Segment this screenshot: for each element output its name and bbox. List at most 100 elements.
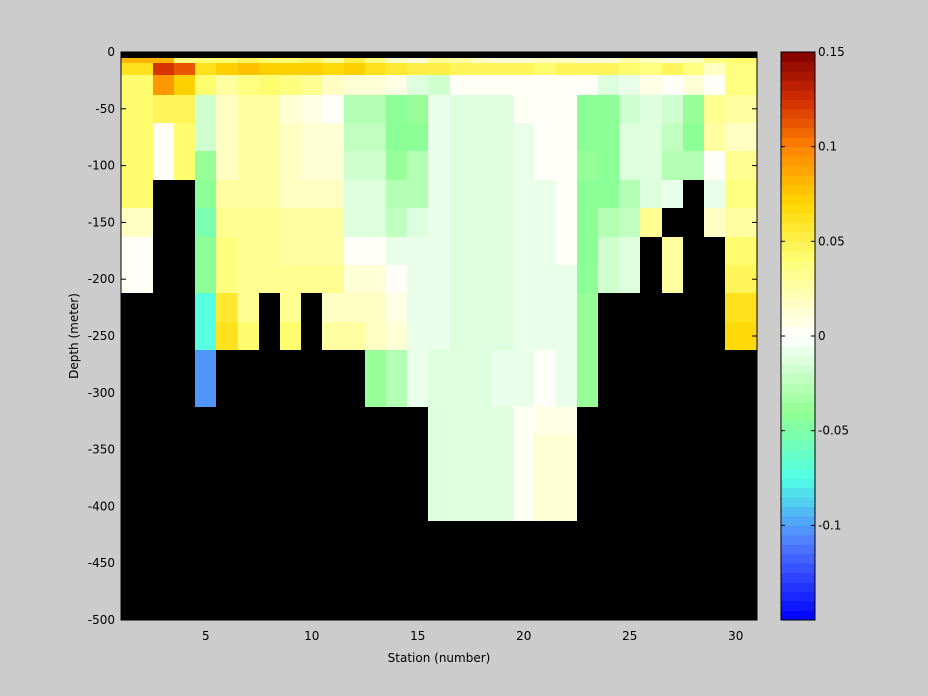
heatmap-cell	[301, 75, 322, 95]
heatmap-cell	[513, 151, 534, 180]
colorbar-segment	[781, 563, 815, 574]
heatmap-cell	[450, 435, 471, 464]
heatmap-cell	[280, 95, 301, 123]
heatmap-cell	[386, 293, 407, 322]
heatmap-cell	[534, 293, 556, 322]
colorbar-segment	[781, 165, 815, 176]
y-tick-label: 0	[107, 45, 115, 59]
colorbar-tick-label: 0	[818, 329, 826, 343]
y-tick-label: -50	[95, 102, 115, 116]
colorbar-segment	[781, 601, 815, 612]
heatmap-cell	[513, 208, 534, 237]
heatmap-cell	[513, 63, 534, 75]
colorbar-tick-label: 0.05	[818, 234, 845, 248]
heatmap-cell	[640, 63, 662, 75]
heatmap-cell	[450, 58, 471, 63]
colorbar-segment	[781, 544, 815, 555]
heatmap-cell	[534, 435, 556, 464]
heatmap-cell	[513, 95, 534, 123]
heatmap-cell	[259, 208, 280, 237]
colorbar-segment	[781, 506, 815, 517]
heatmap-cell	[344, 322, 365, 350]
heatmap-cell	[344, 58, 365, 63]
heatmap-cell	[195, 180, 216, 208]
heatmap-cell	[428, 75, 450, 95]
heatmap-cell	[280, 265, 301, 293]
heatmap-cell	[471, 123, 492, 151]
heatmap-cell	[450, 322, 471, 350]
heatmap-cell	[386, 151, 407, 180]
colorbar-segment	[781, 250, 815, 261]
heatmap-cell	[492, 208, 513, 237]
heatmap-cell	[153, 58, 174, 63]
heatmap-cell	[322, 237, 344, 265]
heatmap-cell	[534, 379, 556, 407]
heatmap-cell	[725, 322, 757, 350]
heatmap-cell	[492, 293, 513, 322]
heatmap-cell	[322, 265, 344, 293]
heatmap-cell	[556, 208, 577, 237]
heatmap-cell	[513, 237, 534, 265]
heatmap-cell	[513, 293, 534, 322]
heatmap-cell	[556, 350, 577, 379]
heatmap-cell	[238, 75, 259, 95]
heatmap-cell	[662, 180, 683, 208]
heatmap-cell	[174, 151, 195, 180]
heatmap-cell	[492, 464, 513, 492]
y-axis: 0 -50 -100 -150 -200 -250 -300 -350 -400 -450 -500	[88, 45, 757, 627]
heatmap-cell	[344, 75, 365, 95]
heatmap-cell	[450, 75, 471, 95]
heatmap-cell	[428, 464, 450, 492]
colorbar-segment	[781, 99, 815, 110]
x-tick-label: 30	[728, 629, 743, 643]
heatmap-cell	[556, 180, 577, 208]
heatmap-cell	[534, 237, 556, 265]
heatmap-cell	[386, 95, 407, 123]
heatmap-cell	[513, 322, 534, 350]
heatmap-cell	[386, 75, 407, 95]
heatmap-cell	[365, 58, 386, 63]
heatmap-cell	[683, 95, 704, 123]
heatmap-cell	[725, 58, 757, 63]
colorbar-segment	[781, 373, 815, 384]
heatmap-cell	[301, 265, 322, 293]
colorbar-segment	[781, 108, 815, 119]
heatmap-cell	[407, 180, 428, 208]
y-tick-label: -400	[88, 499, 115, 513]
colorbar-segment	[781, 364, 815, 375]
heatmap-cell	[386, 58, 407, 63]
heatmap-cell	[704, 58, 725, 63]
heatmap-cell	[450, 151, 471, 180]
heatmap-cells	[121, 52, 757, 620]
x-axis: 5 10 15 20 25 30	[202, 52, 743, 643]
heatmap-cell	[534, 208, 556, 237]
heatmap-cell	[534, 151, 556, 180]
heatmap-cell	[492, 180, 513, 208]
heatmap-cell	[704, 208, 725, 237]
heatmap-cell	[725, 75, 757, 95]
colorbar-segment	[781, 279, 815, 290]
x-tick-label: 25	[622, 629, 637, 643]
heatmap-cell	[556, 95, 577, 123]
heatmap-cell	[365, 75, 386, 95]
heatmap-cell	[174, 63, 195, 75]
colorbar-segment	[781, 553, 815, 564]
colorbar-segment	[781, 487, 815, 498]
colorbar-segment	[781, 449, 815, 460]
heatmap-cell	[195, 75, 216, 95]
heatmap-cell	[640, 180, 662, 208]
heatmap-cell	[428, 63, 450, 75]
heatmap-cell	[598, 63, 619, 75]
heatmap-cell	[407, 95, 428, 123]
colorbar-segment	[781, 127, 815, 138]
colorbar-segment	[781, 383, 815, 394]
colorbar-segment	[781, 137, 815, 148]
colorbar-segment	[781, 345, 815, 356]
heatmap-cell	[598, 151, 619, 180]
heatmap-cell	[450, 208, 471, 237]
heatmap-cell	[259, 180, 280, 208]
heatmap-cell	[195, 95, 216, 123]
colorbar-segment	[781, 402, 815, 413]
heatmap-cell	[619, 58, 640, 63]
heatmap-cell	[407, 75, 428, 95]
